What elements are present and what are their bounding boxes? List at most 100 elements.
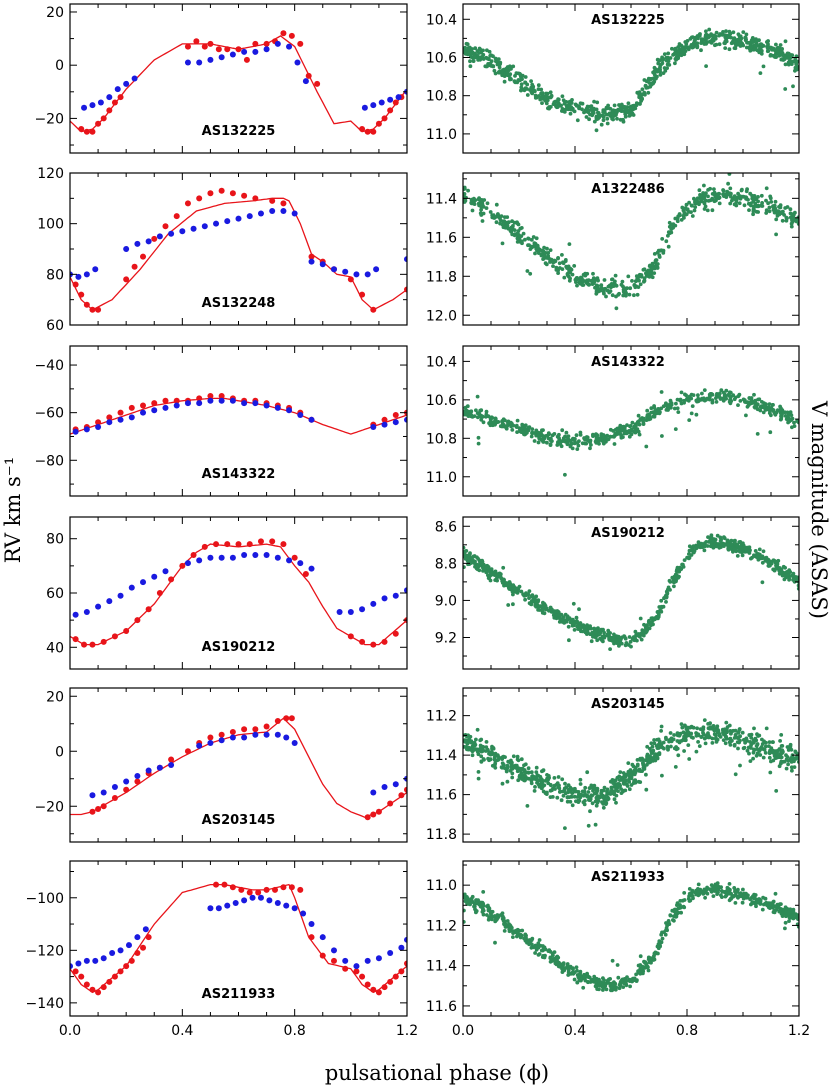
phot-point — [616, 975, 621, 980]
rv-point-blue — [263, 46, 270, 53]
phot-point — [706, 188, 710, 192]
phot-point — [642, 959, 646, 964]
phot-point — [569, 794, 574, 799]
phot-point — [478, 414, 483, 419]
phot-point — [477, 568, 482, 573]
phot-point — [495, 420, 500, 425]
phot-point — [465, 742, 470, 746]
phot-point — [760, 737, 764, 742]
phot-point — [658, 739, 662, 744]
phot-point — [557, 612, 562, 617]
phot-point — [529, 781, 534, 786]
phot-point — [624, 782, 629, 786]
phot-point — [619, 435, 624, 440]
y-tick-label: 60 — [46, 318, 64, 334]
phot-point — [644, 772, 648, 777]
phot-point — [763, 896, 768, 901]
phot-point — [674, 401, 678, 406]
phot-point — [783, 410, 787, 415]
rv-point-blue — [392, 781, 399, 788]
phot-point — [595, 627, 599, 631]
phot-point — [464, 412, 469, 417]
phot-point — [775, 562, 780, 566]
phot-point — [755, 751, 760, 755]
rv-point-blue — [190, 225, 197, 232]
phot-point — [690, 404, 695, 408]
phot-point — [659, 932, 664, 937]
rv-point-red — [140, 253, 147, 260]
phot-point — [580, 441, 585, 446]
phot-point — [484, 740, 489, 744]
phot-point — [673, 57, 678, 61]
phot-point — [602, 785, 607, 790]
phot-point — [707, 27, 712, 32]
phot-point — [774, 232, 778, 237]
phot-point — [572, 628, 577, 632]
phot-point — [589, 978, 594, 982]
rv-point-red — [123, 963, 130, 970]
phot-point — [659, 390, 664, 394]
phot-point — [709, 32, 713, 37]
phot-point — [536, 251, 541, 256]
rv-point-blue — [145, 238, 152, 245]
phot-point — [795, 419, 799, 423]
phot-point — [670, 46, 674, 51]
rv-point-red — [81, 641, 88, 648]
phot-point — [533, 89, 537, 94]
phot-point — [502, 219, 507, 224]
phot-point — [646, 85, 650, 90]
phot-point — [738, 544, 743, 549]
phot-point — [767, 751, 772, 756]
phot-point — [722, 396, 727, 400]
rv-point-blue — [89, 102, 96, 109]
phot-point — [754, 204, 759, 209]
phot-point — [601, 118, 606, 123]
rv-point-blue — [308, 416, 315, 423]
phot-point — [697, 744, 702, 748]
phot-point — [498, 574, 503, 579]
phot-point — [618, 770, 623, 774]
phot-point — [578, 621, 583, 625]
rv-point-blue — [342, 268, 349, 275]
phot-point — [518, 226, 523, 231]
rv-point-blue — [241, 400, 248, 407]
phot-point — [637, 90, 642, 95]
phot-point — [612, 797, 617, 802]
phot-point — [638, 101, 642, 106]
phot-point — [471, 59, 476, 63]
phot-point — [481, 890, 486, 894]
rv-point-red — [78, 126, 85, 133]
phot-point — [532, 439, 537, 443]
model-curve — [70, 197, 407, 311]
phot-point — [622, 634, 626, 639]
rv-point-red — [263, 40, 270, 47]
phot-point — [501, 68, 505, 72]
phot-point — [470, 753, 475, 758]
phot-point — [625, 423, 629, 427]
y-tick-label: −20 — [34, 799, 64, 815]
phot-point — [511, 754, 516, 759]
phot-point — [491, 746, 496, 750]
phot-point — [731, 728, 736, 733]
phot-point — [732, 202, 737, 207]
phot-point — [714, 400, 719, 404]
phot-point — [621, 293, 626, 298]
rv-point-red — [353, 968, 360, 975]
phot-point — [679, 739, 684, 743]
phot-point — [465, 404, 470, 409]
panel-label: AS190212 — [591, 526, 665, 541]
phot-point — [632, 293, 636, 298]
phot-point — [540, 91, 545, 95]
phot-point — [664, 55, 669, 60]
phot-point — [500, 757, 504, 761]
phot-point — [637, 432, 642, 437]
phot-point — [771, 408, 776, 412]
phot-point — [714, 30, 719, 35]
phot-point — [764, 198, 768, 203]
phot-point — [763, 744, 768, 749]
phot-point — [628, 424, 633, 428]
phot-point — [626, 643, 631, 647]
rv-point-red — [221, 881, 228, 888]
